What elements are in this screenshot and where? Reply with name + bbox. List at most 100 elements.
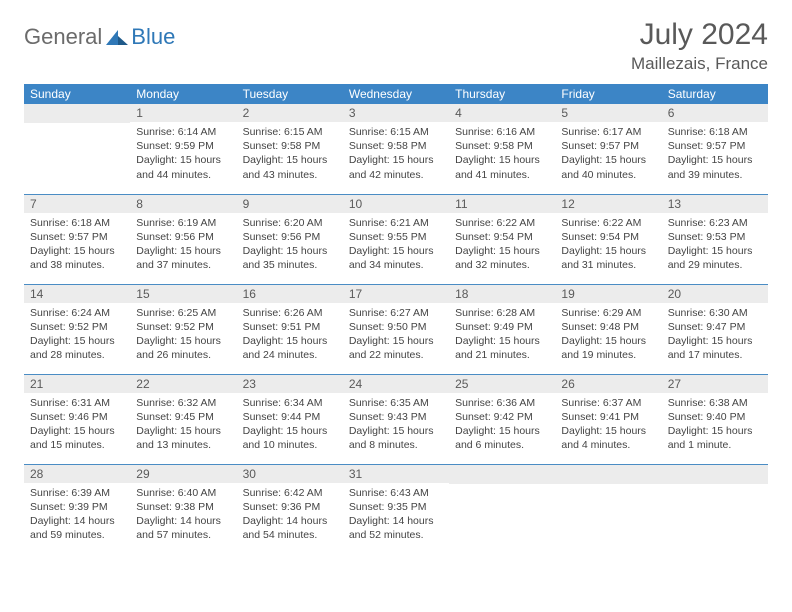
calendar-row: 1Sunrise: 6:14 AMSunset: 9:59 PMDaylight… (24, 104, 768, 194)
calendar-cell: 9Sunrise: 6:20 AMSunset: 9:56 PMDaylight… (237, 194, 343, 284)
day-details: Sunrise: 6:27 AMSunset: 9:50 PMDaylight:… (343, 303, 449, 367)
logo: General Blue (24, 24, 175, 50)
day-number: 28 (24, 465, 130, 483)
calendar-cell: 6Sunrise: 6:18 AMSunset: 9:57 PMDaylight… (662, 104, 768, 194)
day-number: 25 (449, 375, 555, 393)
calendar-cell: 12Sunrise: 6:22 AMSunset: 9:54 PMDayligh… (555, 194, 661, 284)
day-number: 21 (24, 375, 130, 393)
empty-day-bar (662, 465, 768, 484)
day-number: 12 (555, 195, 661, 213)
calendar-cell (555, 464, 661, 554)
day-details: Sunrise: 6:16 AMSunset: 9:58 PMDaylight:… (449, 122, 555, 186)
day-number: 22 (130, 375, 236, 393)
day-number: 15 (130, 285, 236, 303)
day-number: 30 (237, 465, 343, 483)
calendar-cell: 31Sunrise: 6:43 AMSunset: 9:35 PMDayligh… (343, 464, 449, 554)
day-details: Sunrise: 6:24 AMSunset: 9:52 PMDaylight:… (24, 303, 130, 367)
calendar-table: Sunday Monday Tuesday Wednesday Thursday… (24, 84, 768, 554)
day-number: 31 (343, 465, 449, 483)
day-details: Sunrise: 6:23 AMSunset: 9:53 PMDaylight:… (662, 213, 768, 277)
day-details: Sunrise: 6:15 AMSunset: 9:58 PMDaylight:… (237, 122, 343, 186)
day-details: Sunrise: 6:40 AMSunset: 9:38 PMDaylight:… (130, 483, 236, 547)
calendar-cell: 11Sunrise: 6:22 AMSunset: 9:54 PMDayligh… (449, 194, 555, 284)
day-details: Sunrise: 6:34 AMSunset: 9:44 PMDaylight:… (237, 393, 343, 457)
day-details: Sunrise: 6:36 AMSunset: 9:42 PMDaylight:… (449, 393, 555, 457)
calendar-cell: 2Sunrise: 6:15 AMSunset: 9:58 PMDaylight… (237, 104, 343, 194)
month-title: July 2024 (631, 18, 768, 52)
title-block: July 2024 Maillezais, France (631, 18, 768, 74)
calendar-cell: 7Sunrise: 6:18 AMSunset: 9:57 PMDaylight… (24, 194, 130, 284)
calendar-cell: 17Sunrise: 6:27 AMSunset: 9:50 PMDayligh… (343, 284, 449, 374)
calendar-cell: 5Sunrise: 6:17 AMSunset: 9:57 PMDaylight… (555, 104, 661, 194)
calendar-cell: 18Sunrise: 6:28 AMSunset: 9:49 PMDayligh… (449, 284, 555, 374)
calendar-cell: 16Sunrise: 6:26 AMSunset: 9:51 PMDayligh… (237, 284, 343, 374)
calendar-cell: 1Sunrise: 6:14 AMSunset: 9:59 PMDaylight… (130, 104, 236, 194)
day-details: Sunrise: 6:29 AMSunset: 9:48 PMDaylight:… (555, 303, 661, 367)
day-number: 14 (24, 285, 130, 303)
calendar-cell (449, 464, 555, 554)
weekday-header: Sunday (24, 84, 130, 104)
weekday-header: Wednesday (343, 84, 449, 104)
calendar-cell: 25Sunrise: 6:36 AMSunset: 9:42 PMDayligh… (449, 374, 555, 464)
calendar-cell: 24Sunrise: 6:35 AMSunset: 9:43 PMDayligh… (343, 374, 449, 464)
day-number: 24 (343, 375, 449, 393)
calendar-cell: 4Sunrise: 6:16 AMSunset: 9:58 PMDaylight… (449, 104, 555, 194)
weekday-header: Tuesday (237, 84, 343, 104)
day-details: Sunrise: 6:32 AMSunset: 9:45 PMDaylight:… (130, 393, 236, 457)
day-details: Sunrise: 6:25 AMSunset: 9:52 PMDaylight:… (130, 303, 236, 367)
day-details: Sunrise: 6:19 AMSunset: 9:56 PMDaylight:… (130, 213, 236, 277)
empty-day-bar (555, 465, 661, 484)
calendar-cell: 26Sunrise: 6:37 AMSunset: 9:41 PMDayligh… (555, 374, 661, 464)
day-number: 5 (555, 104, 661, 122)
day-details: Sunrise: 6:21 AMSunset: 9:55 PMDaylight:… (343, 213, 449, 277)
day-number: 10 (343, 195, 449, 213)
day-number: 1 (130, 104, 236, 122)
day-details: Sunrise: 6:22 AMSunset: 9:54 PMDaylight:… (555, 213, 661, 277)
day-details: Sunrise: 6:28 AMSunset: 9:49 PMDaylight:… (449, 303, 555, 367)
calendar-cell: 28Sunrise: 6:39 AMSunset: 9:39 PMDayligh… (24, 464, 130, 554)
calendar-page: General Blue July 2024 Maillezais, Franc… (0, 0, 792, 564)
calendar-cell (24, 104, 130, 194)
day-details: Sunrise: 6:20 AMSunset: 9:56 PMDaylight:… (237, 213, 343, 277)
logo-triangle-icon (105, 28, 129, 46)
day-number: 20 (662, 285, 768, 303)
calendar-cell: 29Sunrise: 6:40 AMSunset: 9:38 PMDayligh… (130, 464, 236, 554)
calendar-cell: 27Sunrise: 6:38 AMSunset: 9:40 PMDayligh… (662, 374, 768, 464)
day-number: 16 (237, 285, 343, 303)
day-details: Sunrise: 6:18 AMSunset: 9:57 PMDaylight:… (662, 122, 768, 186)
day-number: 6 (662, 104, 768, 122)
empty-day-bar (449, 465, 555, 484)
day-details: Sunrise: 6:42 AMSunset: 9:36 PMDaylight:… (237, 483, 343, 547)
day-number: 7 (24, 195, 130, 213)
calendar-cell: 19Sunrise: 6:29 AMSunset: 9:48 PMDayligh… (555, 284, 661, 374)
calendar-row: 7Sunrise: 6:18 AMSunset: 9:57 PMDaylight… (24, 194, 768, 284)
day-number: 3 (343, 104, 449, 122)
calendar-cell: 10Sunrise: 6:21 AMSunset: 9:55 PMDayligh… (343, 194, 449, 284)
day-number: 9 (237, 195, 343, 213)
day-number: 8 (130, 195, 236, 213)
weekday-header: Thursday (449, 84, 555, 104)
day-details: Sunrise: 6:17 AMSunset: 9:57 PMDaylight:… (555, 122, 661, 186)
day-details: Sunrise: 6:37 AMSunset: 9:41 PMDaylight:… (555, 393, 661, 457)
calendar-cell: 23Sunrise: 6:34 AMSunset: 9:44 PMDayligh… (237, 374, 343, 464)
weekday-header: Monday (130, 84, 236, 104)
calendar-cell: 22Sunrise: 6:32 AMSunset: 9:45 PMDayligh… (130, 374, 236, 464)
day-number: 19 (555, 285, 661, 303)
day-details: Sunrise: 6:30 AMSunset: 9:47 PMDaylight:… (662, 303, 768, 367)
calendar-cell: 3Sunrise: 6:15 AMSunset: 9:58 PMDaylight… (343, 104, 449, 194)
calendar-row: 28Sunrise: 6:39 AMSunset: 9:39 PMDayligh… (24, 464, 768, 554)
calendar-cell: 21Sunrise: 6:31 AMSunset: 9:46 PMDayligh… (24, 374, 130, 464)
day-number: 18 (449, 285, 555, 303)
location-label: Maillezais, France (631, 54, 768, 74)
day-number: 23 (237, 375, 343, 393)
day-details: Sunrise: 6:39 AMSunset: 9:39 PMDaylight:… (24, 483, 130, 547)
day-details: Sunrise: 6:26 AMSunset: 9:51 PMDaylight:… (237, 303, 343, 367)
weekday-header-row: Sunday Monday Tuesday Wednesday Thursday… (24, 84, 768, 104)
header: General Blue July 2024 Maillezais, Franc… (24, 18, 768, 74)
calendar-cell: 20Sunrise: 6:30 AMSunset: 9:47 PMDayligh… (662, 284, 768, 374)
empty-day-bar (24, 104, 130, 123)
day-number: 26 (555, 375, 661, 393)
day-details: Sunrise: 6:15 AMSunset: 9:58 PMDaylight:… (343, 122, 449, 186)
calendar-cell: 15Sunrise: 6:25 AMSunset: 9:52 PMDayligh… (130, 284, 236, 374)
logo-text-1: General (24, 24, 102, 50)
